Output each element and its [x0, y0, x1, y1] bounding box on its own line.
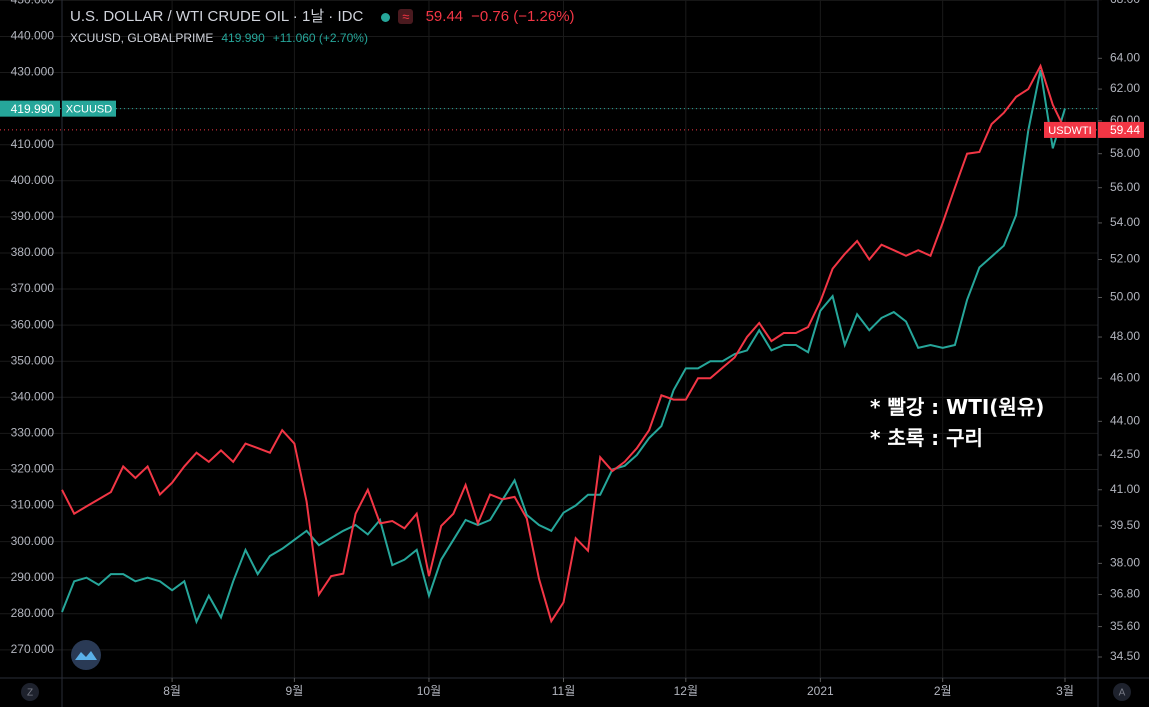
- price: 59.44: [425, 8, 464, 25]
- compare-change: +11.060 (+2.70%): [272, 31, 368, 45]
- compare-button[interactable]: ≈: [398, 9, 414, 24]
- y2-tick-label: 58.00: [1110, 146, 1140, 160]
- symbol-tag-label: XCUUSD: [66, 104, 113, 116]
- annotation-line: * 초록 : 구리: [870, 426, 983, 450]
- x-tick-label: 9월: [286, 684, 304, 698]
- y2-tick-label: 56.00: [1110, 180, 1140, 194]
- y2-tick-label: 38.00: [1110, 556, 1140, 570]
- compare-line: XCUUSD, GLOBALPRIME 419.990 +11.060 (+2.70…: [70, 31, 376, 45]
- x-tick-label: 12월: [674, 684, 698, 698]
- change: −0.76 (−1.26%): [471, 8, 575, 25]
- annotation: * 빨강 : WTI(원유) * 초록 : 구리: [870, 392, 1044, 454]
- symbol-tag: [1044, 121, 1096, 138]
- y2-tick-label: 44.00: [1110, 414, 1140, 428]
- y2-tick-label: 46.00: [1110, 370, 1140, 384]
- y2-tick-label: 62.00: [1110, 81, 1140, 95]
- price-tag: [1098, 121, 1144, 138]
- y-tick-label: 370.000: [11, 281, 55, 295]
- y2-tick-label: 34.50: [1110, 649, 1140, 663]
- price-tag: [0, 100, 60, 117]
- series-line: [61, 69, 1066, 625]
- y-tick-label: 330.000: [11, 426, 55, 440]
- corner-button[interactable]: [21, 683, 39, 701]
- x-tick-label: 3월: [1056, 684, 1074, 698]
- series-line: [61, 63, 1066, 624]
- y2-tick-label: 36.80: [1110, 587, 1140, 601]
- y-tick-label: 270.000: [11, 642, 55, 656]
- y2-tick-label: 42.50: [1110, 447, 1140, 461]
- y-tick-label: 300.000: [11, 534, 55, 548]
- y-tick-label: 340.000: [11, 389, 55, 403]
- x-tick-label: 8월: [163, 684, 181, 698]
- y2-tick-label: 50.00: [1110, 290, 1140, 304]
- price-tag-label: 419.990: [11, 102, 55, 116]
- y-tick-label: 350.000: [11, 353, 55, 367]
- y-tick-label: 280.000: [11, 606, 55, 620]
- annotation-line: * 빨강 : WTI(원유): [870, 395, 1045, 419]
- y2-tick-label: 35.60: [1110, 619, 1140, 633]
- y2-tick-label: 48.00: [1110, 329, 1140, 343]
- y-tick-label: 400.000: [11, 173, 55, 187]
- compare-price: 419.990: [221, 31, 265, 45]
- logo: [71, 640, 101, 670]
- chart-title: U.S. DOLLAR / WTI CRUDE OIL · 1날 · IDC: [70, 8, 364, 25]
- symbol-tag-label: USDWTI: [1048, 125, 1091, 137]
- status-dot: [381, 12, 391, 22]
- header-line: U.S. DOLLAR / WTI CRUDE OIL · 1날 · IDC ≈ …: [70, 5, 583, 26]
- x-tick-label: 2021: [807, 684, 834, 698]
- price-tag-label: 59.44: [1110, 123, 1140, 137]
- y2-tick-label: 68.00: [1110, 0, 1140, 6]
- y-tick-label: 390.000: [11, 209, 55, 223]
- corner-button-label: Z: [27, 688, 33, 699]
- y-tick-label: 360.000: [11, 317, 55, 331]
- y-tick-label: 320.000: [11, 462, 55, 476]
- y2-tick-label: 39.50: [1110, 518, 1140, 532]
- compare-symbol: XCUUSD, GLOBALPRIME: [70, 31, 214, 45]
- y-tick-label: 310.000: [11, 498, 55, 512]
- x-tick-label: 10월: [417, 684, 441, 698]
- corner-button[interactable]: [1113, 683, 1131, 701]
- y2-tick-label: 41.00: [1110, 482, 1140, 496]
- x-tick-label: 2월: [934, 684, 952, 698]
- y-tick-label: 430.000: [11, 65, 55, 79]
- symbol-tag: [62, 100, 116, 117]
- y2-tick-label: 52.00: [1110, 252, 1140, 266]
- y2-tick-label: 64.00: [1110, 50, 1140, 64]
- corner-button-label: A: [1119, 688, 1126, 699]
- y-tick-label: 450.000: [11, 0, 55, 7]
- logo-icon: [75, 651, 97, 660]
- y-tick-label: 380.000: [11, 245, 55, 259]
- y-tick-label: 410.000: [11, 137, 55, 151]
- y-tick-label: 290.000: [11, 570, 55, 584]
- x-tick-label: 11월: [552, 684, 576, 698]
- y-tick-label: 440.000: [11, 29, 55, 43]
- y2-tick-label: 54.00: [1110, 215, 1140, 229]
